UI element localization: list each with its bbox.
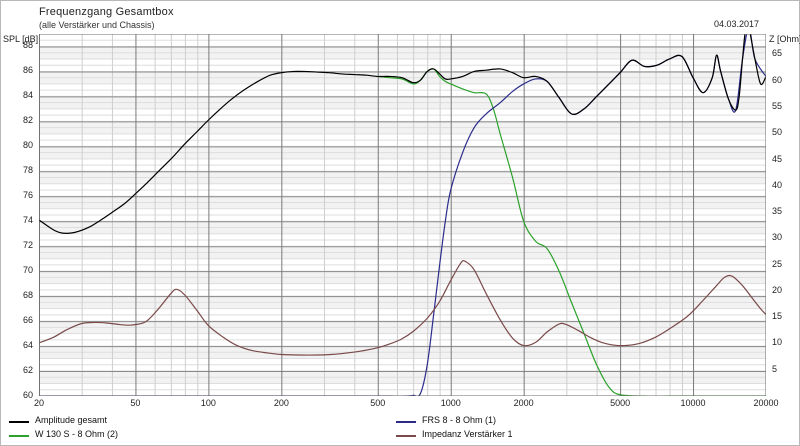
plot-area bbox=[39, 34, 766, 396]
series-line bbox=[39, 260, 766, 356]
x-tick-label: 100 bbox=[200, 398, 216, 408]
x-tick-label: 500 bbox=[370, 398, 386, 408]
y-axis-left-label: SPL [dB] bbox=[3, 34, 39, 44]
y-right-tick-label: 50 bbox=[772, 127, 783, 138]
x-tick-label: 5000 bbox=[610, 398, 631, 408]
y-left-tick-label: 74 bbox=[22, 215, 33, 226]
measurement-date: 04.03.2017 bbox=[714, 19, 760, 29]
y-right-tick-label: 5 bbox=[772, 363, 778, 374]
y-axis-right-label: Z [Ohm] bbox=[769, 34, 800, 44]
series-line bbox=[39, 34, 766, 234]
grid-major bbox=[39, 34, 766, 396]
y-right-tick-label: 45 bbox=[772, 153, 783, 164]
y-left-tick-label: 80 bbox=[22, 140, 33, 151]
x-tick-label: 20 bbox=[33, 398, 44, 408]
legend-label: Amplitude gesamt bbox=[35, 415, 108, 425]
x-tick-label: 50 bbox=[130, 398, 141, 408]
y-left-tick-label: 76 bbox=[22, 190, 33, 201]
chart-canvas bbox=[39, 34, 766, 396]
chart-subtitle: (alle Verstärker und Chassis) bbox=[39, 20, 155, 30]
y-right-tick-label: 65 bbox=[772, 48, 783, 59]
y-left-tick-label: 62 bbox=[22, 365, 33, 376]
y-right-tick-label: 25 bbox=[772, 258, 783, 269]
legend-swatch bbox=[396, 435, 416, 437]
y-left-tick-label: 60 bbox=[22, 390, 33, 400]
y-left-tick-label: 84 bbox=[22, 90, 33, 101]
y-left-tick-label: 86 bbox=[22, 65, 33, 76]
legend-swatch bbox=[396, 421, 416, 423]
y-left-tick-label: 78 bbox=[22, 165, 33, 176]
y-right-tick-label: 20 bbox=[772, 284, 783, 295]
chart-legend: Amplitude gesamt W 130 S - 8 Ohm (2) FRS 8… bbox=[1, 413, 800, 445]
y-right-tick-label: 30 bbox=[772, 232, 783, 243]
y-right-tick-label: 10 bbox=[772, 337, 783, 348]
y-right-tick-label: 40 bbox=[772, 179, 783, 190]
legend-label: Impedanz Verstärker 1 bbox=[422, 429, 513, 439]
y-left-tick-label: 88 bbox=[22, 40, 33, 51]
legend-swatch bbox=[9, 435, 29, 437]
legend-swatch bbox=[9, 421, 29, 423]
y-right-tick-label: 35 bbox=[772, 206, 783, 217]
series-lines bbox=[39, 34, 766, 396]
y-left-tick-label: 82 bbox=[22, 115, 33, 126]
x-tick-label: 10000 bbox=[680, 398, 706, 408]
chart-title: Frequenzgang Gesamtbox bbox=[39, 6, 174, 18]
y-right-tick-label: 15 bbox=[772, 311, 783, 322]
y-left-tick-label: 66 bbox=[22, 315, 33, 326]
y-left-tick-label: 64 bbox=[22, 340, 33, 351]
y-left-tick-label: 68 bbox=[22, 290, 33, 301]
y-right-tick-label: 60 bbox=[772, 74, 783, 85]
x-tick-label: 20000 bbox=[753, 398, 779, 408]
legend-label: W 130 S - 8 Ohm (2) bbox=[35, 429, 119, 439]
x-tick-label: 200 bbox=[273, 398, 289, 408]
x-tick-label: 1000 bbox=[440, 398, 461, 408]
y-left-tick-label: 70 bbox=[22, 265, 33, 276]
y-right-tick-label: 55 bbox=[772, 101, 783, 112]
legend-label: FRS 8 - 8 Ohm (1) bbox=[422, 415, 497, 425]
x-tick-label: 2000 bbox=[513, 398, 534, 408]
y-left-tick-label: 72 bbox=[22, 240, 33, 251]
